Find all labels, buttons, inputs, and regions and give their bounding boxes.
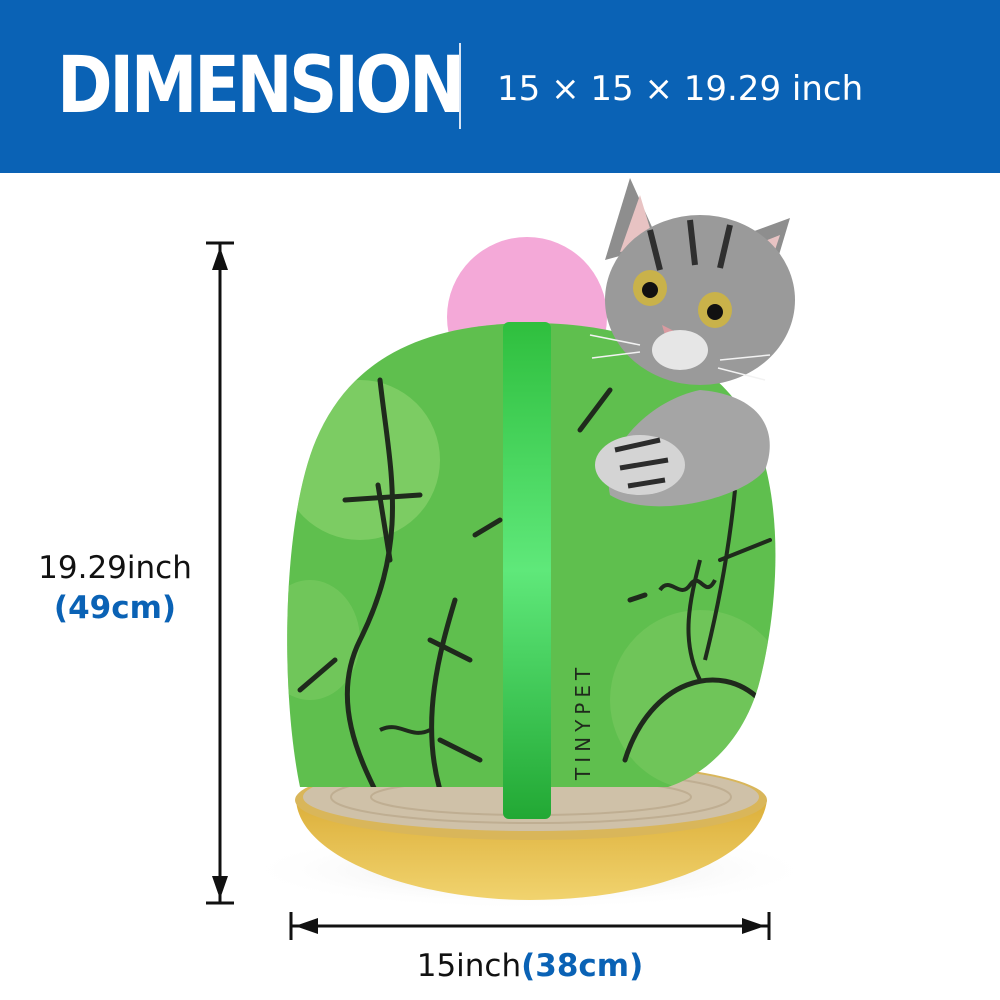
height-imperial: 19.29inch bbox=[38, 550, 192, 586]
width-imperial: 15inch bbox=[416, 948, 522, 984]
cat-photo bbox=[589, 178, 795, 507]
cactus-center-strip bbox=[503, 322, 551, 819]
brand-mark: TINYPET bbox=[571, 663, 595, 781]
header-divider bbox=[459, 43, 461, 129]
header-dimensions: 15 × 15 × 19.29 inch bbox=[497, 69, 864, 109]
header-banner: DIMENSION 15 × 15 × 19.29 inch bbox=[0, 0, 1000, 173]
height-dimension-arrow bbox=[206, 241, 234, 905]
width-label: 15inch(38cm) bbox=[380, 944, 680, 988]
height-label: 19.29inch (49cm) bbox=[20, 548, 210, 628]
height-metric: (49cm) bbox=[53, 590, 177, 626]
width-metric: (38cm) bbox=[521, 948, 644, 984]
width-dimension-arrow bbox=[289, 912, 771, 940]
page-title: DIMENSION bbox=[57, 41, 465, 131]
